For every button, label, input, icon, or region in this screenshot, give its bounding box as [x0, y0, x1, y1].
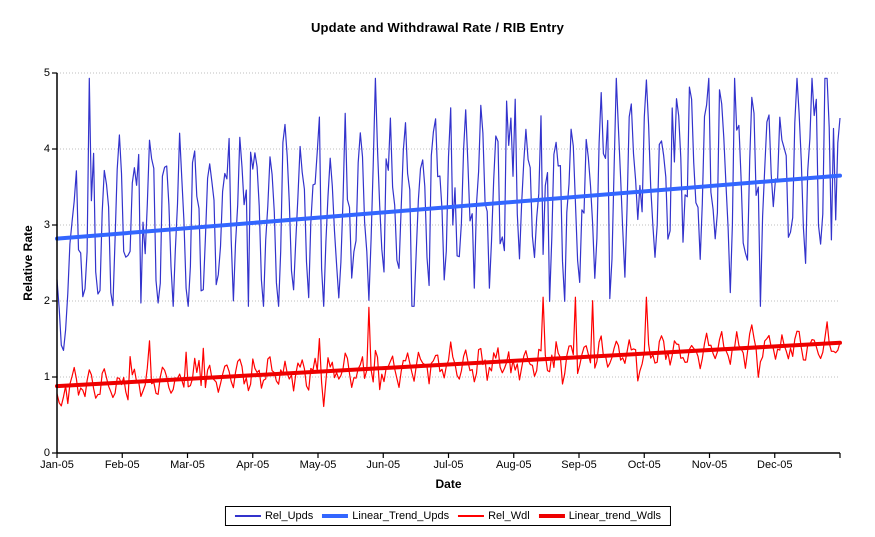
legend-label: Rel_Upds	[264, 510, 314, 522]
x-tick-label-Oct-05: Oct-05	[627, 459, 661, 471]
legend-item-Linear_trend_Wdls: Linear_trend_Wdls	[538, 510, 662, 522]
legend-label: Linear_Trend_Upds	[352, 510, 450, 522]
x-tick-label-Dec-05: Dec-05	[757, 459, 793, 471]
x-tick-label-Nov-05: Nov-05	[691, 459, 728, 471]
legend-swatch-Linear_Trend_Upds	[322, 514, 349, 518]
x-axis-label: Date	[435, 477, 462, 491]
y-tick-label-2: 2	[43, 295, 50, 307]
y-tick-label-5: 5	[43, 67, 50, 79]
x-tick-label-Mar-05: Mar-05	[170, 459, 205, 471]
x-tick-label-Aug-05: Aug-05	[496, 459, 532, 471]
legend-label: Rel_Wdl	[488, 510, 530, 522]
series-Linear_Trend_Upds	[55, 173, 842, 241]
chart-title: Update and Withdrawal Rate / RIB Entry	[310, 20, 565, 35]
legend-item-Rel_Wdl: Rel_Wdl	[458, 510, 530, 522]
y-tick-label-4: 4	[43, 143, 50, 155]
legend-item-Linear_Trend_Upds: Linear_Trend_Upds	[322, 510, 449, 522]
x-tick-label-Jul-05: Jul-05	[433, 459, 464, 471]
x-tick-label-Sep-05: Sep-05	[561, 459, 597, 471]
series-Rel_Upds	[56, 77, 841, 351]
legend-item-Rel_Upds: Rel_Upds	[234, 510, 314, 522]
legend-swatch-Rel_Wdl	[458, 515, 485, 517]
x-tick-label-Jun-05: Jun-05	[366, 459, 401, 471]
x-tick-label-Jan-05: Jan-05	[40, 459, 74, 471]
series-Linear_trend_Wdls	[55, 340, 842, 389]
x-tick-label-Feb-05: Feb-05	[104, 459, 140, 471]
legend: Rel_Upds Linear_Trend_Upds Rel_Wdl Linear_t…	[224, 506, 672, 526]
legend-swatch-Rel_Upds	[234, 515, 261, 517]
legend-swatch-Linear_trend_Wdls	[538, 514, 565, 518]
x-tick-label-May-05: May-05	[299, 459, 337, 471]
legend-label: Linear_trend_Wdls	[568, 510, 662, 522]
y-tick-label-1: 1	[43, 371, 50, 383]
y-tick-label-0: 0	[43, 447, 50, 459]
series-Rel_Wdl	[56, 296, 841, 408]
x-tick-label-Apr-05: Apr-05	[236, 459, 270, 471]
y-tick-label-3: 3	[43, 219, 50, 231]
